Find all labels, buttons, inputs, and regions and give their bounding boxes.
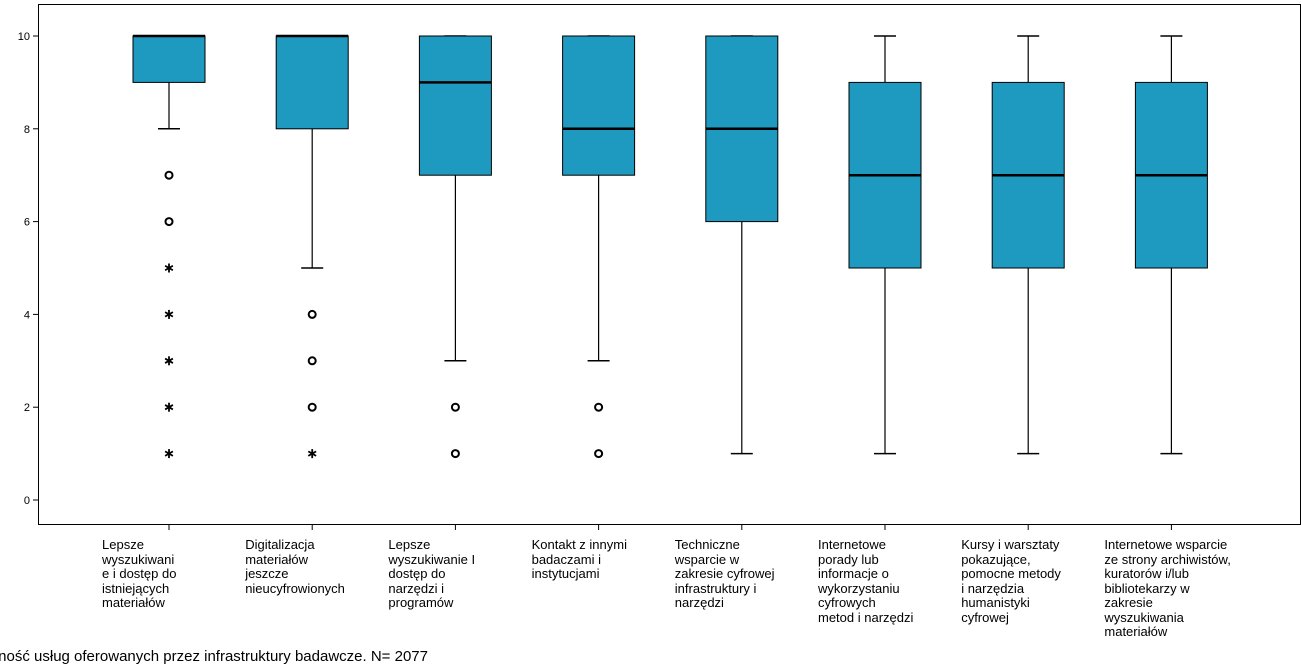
x-category-label: Internetowe porady lub informacje o wyko… [818, 537, 914, 625]
box-group [418, 35, 492, 459]
x-category-label: Lepsze wyszukiwani e i dostęp do istniej… [102, 537, 177, 610]
outlier-point [164, 170, 174, 180]
y-tick-label: 8 [24, 124, 30, 136]
x-category-label: Internetowe wsparcie ze strony archiwist… [1104, 537, 1231, 639]
outlier-point [594, 402, 604, 412]
iqr-box [562, 35, 636, 176]
x-axis-ticks [168, 524, 1172, 530]
x-category-label: Lepsze wyszukiwanie I dostęp do narzędzi… [388, 537, 476, 610]
box-series [132, 34, 1208, 459]
outlier-point [164, 217, 174, 227]
box-plot-chart: 0 2 4 6 8 10 [18, 4, 1301, 530]
y-tick-label: 6 [24, 217, 30, 229]
y-tick-label: 10 [18, 31, 30, 43]
box-group [132, 34, 206, 459]
extreme-point [164, 402, 174, 412]
plot-frame [38, 4, 1301, 525]
extreme-point [164, 263, 174, 273]
extreme-point [164, 309, 174, 319]
box-group [848, 35, 922, 455]
outlier-point [307, 402, 317, 412]
x-category-label: Techniczne wsparcie w zakresie cyfrowej … [674, 537, 775, 610]
box-group [991, 35, 1065, 455]
box-group [562, 35, 636, 459]
outlier-point [594, 449, 604, 459]
figure-caption: tność usług oferowanych przez infrastruk… [0, 648, 428, 665]
iqr-box [132, 35, 206, 83]
extreme-point-stroke [164, 404, 174, 411]
outlier-point [307, 309, 317, 319]
extreme-point [164, 356, 174, 366]
iqr-box [418, 35, 492, 176]
extreme-point-stroke [164, 357, 174, 364]
extreme-point [164, 449, 174, 459]
extreme-point-stroke [307, 450, 317, 457]
box-group [705, 35, 779, 455]
extreme-point-stroke [164, 311, 174, 318]
x-category-label: Digitalizacja materiałów jeszcze nieucyf… [245, 537, 345, 596]
y-tick-label: 0 [24, 495, 30, 507]
extreme-point-stroke [164, 264, 174, 272]
extreme-point [307, 449, 317, 459]
outlier-point [307, 356, 317, 366]
extreme-point-stroke [164, 450, 174, 457]
y-tick-label: 4 [24, 309, 30, 321]
iqr-box [275, 35, 349, 130]
y-axis: 0 2 4 6 8 10 [18, 31, 39, 507]
outlier-point [450, 449, 460, 459]
outlier-point [450, 402, 460, 412]
x-category-label: Kontakt z innymi badaczami i instytucjam… [531, 537, 627, 581]
box-group [1134, 35, 1208, 455]
y-tick-label: 2 [24, 402, 30, 414]
box-group [275, 34, 349, 459]
x-category-label: Kursy i warsztaty pokazujące, pomocne me… [961, 537, 1061, 625]
